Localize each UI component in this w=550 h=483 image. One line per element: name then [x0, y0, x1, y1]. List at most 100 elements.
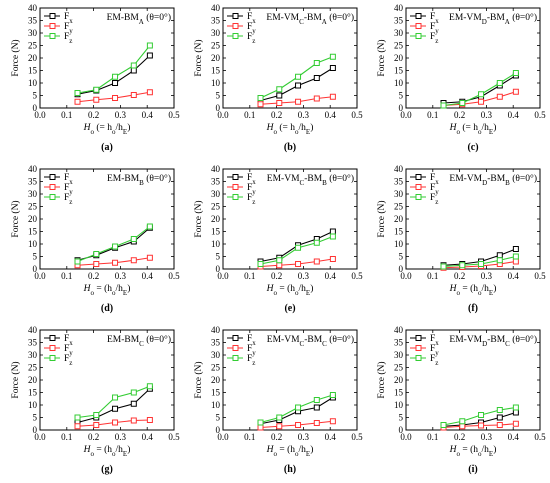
y-tick-label: 40 [394, 325, 404, 335]
data-point-fz [146, 223, 153, 230]
y-tick-label: 40 [211, 3, 221, 13]
legend-entry-fx: Fx [247, 12, 256, 25]
y-tick-label: 25 [211, 41, 221, 51]
y-tick-label: 15 [28, 227, 38, 237]
x-tick-label: 0.2 [271, 271, 282, 281]
chart-panel-b: 0 5 10 15 20 25 30 35 40 0.0 0.1 0.2 0.3 0.4 0.5 Force … [193, 3, 363, 153]
legend-marker-fx [415, 13, 422, 19]
data-point-fz [74, 258, 81, 265]
data-point-fz [257, 261, 264, 267]
data-point-fy [276, 100, 283, 106]
x-tick-label: 0.1 [244, 432, 255, 442]
data-point-fy [478, 98, 485, 105]
panel-label: (b) [284, 142, 296, 153]
x-tick-label: 0.2 [88, 432, 99, 442]
y-tick-label: 15 [394, 227, 404, 237]
data-point-fy [130, 92, 137, 98]
plot-frame [39, 7, 175, 109]
plot-frame [39, 168, 175, 270]
panel-label: (i) [468, 464, 477, 475]
chart-panel-h: 0 5 10 15 20 25 30 35 40 0.0 0.1 0.2 0.3 0.4 0.5 Force … [193, 325, 363, 475]
legend-entry-fx: Fx [247, 173, 256, 186]
x-tick-label: 0.5 [351, 110, 363, 120]
y-axis-label: Force (N) [10, 361, 21, 398]
data-point-fy [459, 423, 466, 430]
x-tick-label: 0.0 [34, 110, 46, 120]
x-axis-label: Ho = (ho/hE) [266, 283, 314, 297]
y-tick-label: 20 [211, 375, 221, 385]
legend-marker-fz [415, 33, 422, 39]
y-tick-label: 35 [211, 177, 221, 187]
x-tick-label: 0.1 [427, 432, 438, 442]
plot-frame [405, 329, 541, 431]
legend-entry-fz: Fz [430, 354, 438, 367]
y-tick-label: 30 [394, 350, 404, 360]
legend-entry-fz: Fz [430, 193, 438, 206]
legend-marker-fz [415, 194, 422, 200]
series-line-fx [77, 388, 151, 424]
x-tick-label: 0.2 [454, 432, 465, 442]
x-tick-label: 0.3 [481, 110, 493, 120]
y-tick-label: 30 [28, 189, 38, 199]
legend-marker-fz [49, 194, 56, 200]
data-point-fz [478, 412, 485, 418]
y-tick-label: 40 [28, 164, 38, 174]
data-point-fy [146, 254, 153, 261]
data-point-fz [313, 397, 320, 403]
y-tick-label: 35 [28, 16, 38, 26]
x-tick-label: 0.5 [534, 110, 546, 120]
x-tick-label: 0.1 [427, 110, 438, 120]
y-tick-label: 5 [33, 413, 38, 423]
legend-marker-fy [49, 184, 56, 190]
legend-marker-fz [415, 355, 422, 361]
data-point-fy [313, 258, 320, 265]
y-tick-label: 10 [28, 400, 38, 410]
legend-marker-fx [232, 335, 239, 341]
data-point-fz [146, 383, 153, 390]
chart-title: EM-BMB (θ=0°) [107, 173, 171, 187]
chart-title: EM-BMA (θ=0°) [107, 12, 171, 26]
legend-entry-fx: Fx [64, 12, 73, 25]
plot-frame [222, 168, 358, 270]
data-point-fx [276, 92, 283, 99]
y-tick-label: 0 [216, 264, 221, 274]
data-point-fz [93, 251, 100, 257]
chart-panel-i: 0 5 10 15 20 25 30 35 40 0.0 0.1 0.2 0.3 0.4 0.5 Force … [376, 325, 546, 475]
legend-marker-fx [415, 335, 422, 341]
y-tick-label: 25 [394, 363, 404, 373]
panel-label: (c) [467, 142, 478, 153]
y-tick-label: 40 [394, 3, 404, 13]
y-tick-label: 30 [28, 28, 38, 38]
data-point-fy [130, 417, 137, 424]
y-tick-label: 20 [394, 375, 404, 385]
y-tick-label: 10 [211, 239, 221, 249]
legend-marker-fz [232, 355, 239, 361]
data-point-fy [93, 422, 100, 428]
data-point-fx [130, 67, 137, 74]
x-tick-label: 0.0 [400, 110, 412, 120]
data-point-fz [440, 263, 447, 270]
data-point-fz [276, 86, 283, 93]
y-tick-label: 0 [399, 425, 404, 435]
y-tick-label: 30 [211, 350, 221, 360]
y-tick-label: 40 [211, 325, 221, 335]
data-point-fz [313, 60, 320, 66]
data-point-fx [512, 246, 519, 252]
data-point-fz [130, 389, 137, 396]
legend-entry-fz: Fz [64, 354, 72, 367]
legend-entry-fy: Fy [247, 183, 256, 196]
data-point-fx [329, 228, 336, 235]
data-point-fx [295, 82, 302, 89]
chart-title: EM-VMC-BMB (θ=0°) [267, 173, 354, 187]
x-tick-label: 0.0 [217, 271, 229, 281]
data-point-fy [93, 96, 100, 103]
legend-entry-fx: Fx [430, 12, 439, 25]
x-axis-label: Ho = (ho/hE) [449, 444, 497, 458]
y-tick-label: 15 [394, 66, 404, 76]
panel-label: (h) [284, 464, 296, 475]
y-tick-label: 40 [394, 164, 404, 174]
x-tick-label: 0.2 [88, 271, 99, 281]
y-tick-label: 20 [28, 53, 38, 63]
y-tick-label: 35 [394, 16, 404, 26]
legend-marker-fy [232, 345, 239, 351]
